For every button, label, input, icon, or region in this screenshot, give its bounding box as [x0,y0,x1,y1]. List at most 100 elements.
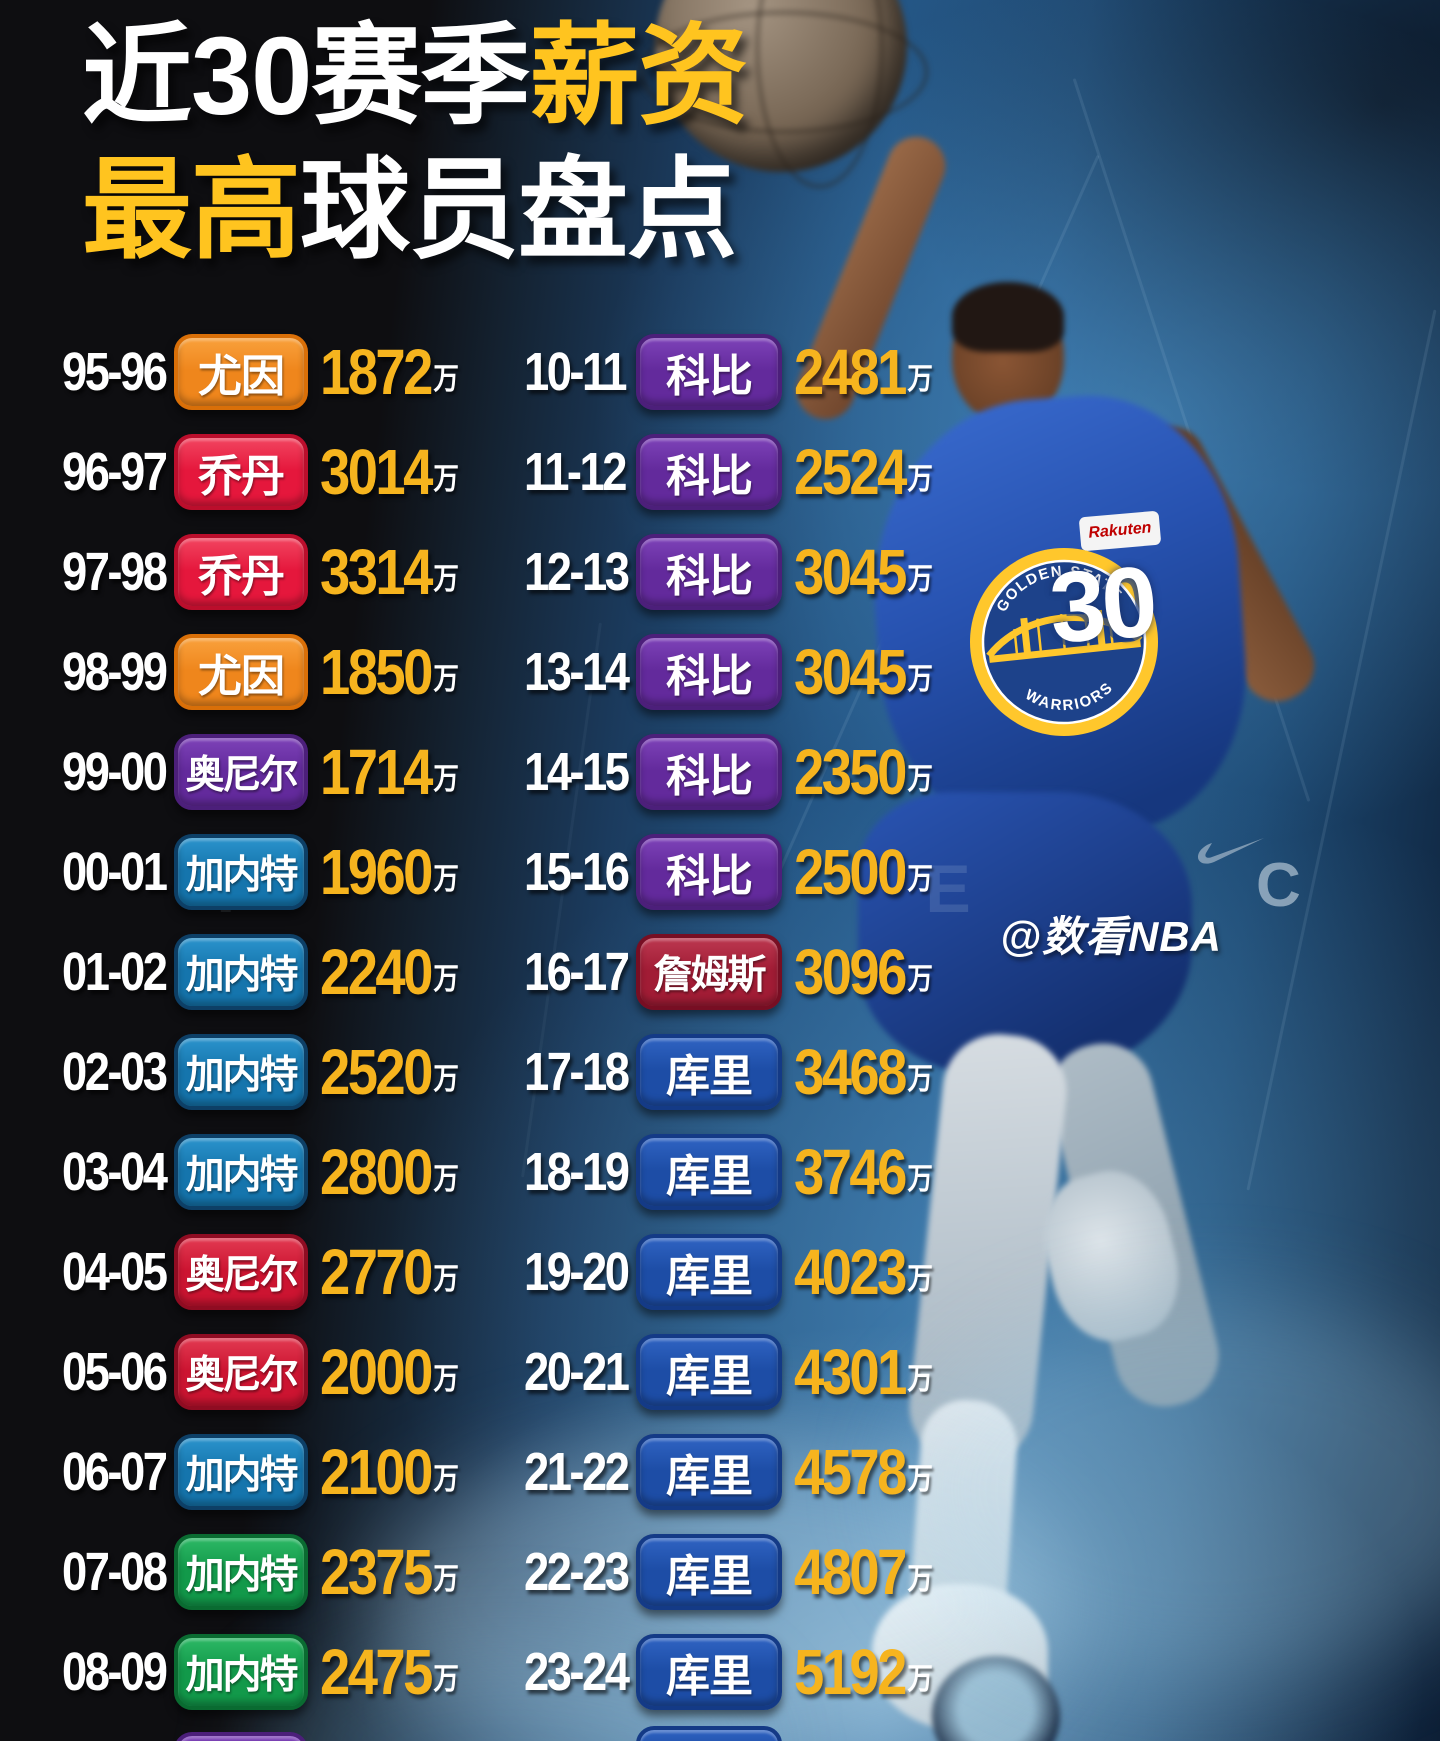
player-name: 科比 [666,652,753,701]
title-text-white: 球员盘点 [300,149,737,272]
player-badge: 科比 [636,634,782,710]
season-label: 14-15 [524,742,630,802]
salary: 3014 万 [320,440,459,504]
salary-row: 03-04 加内特 2800 万 [62,1122,483,1222]
salary: 2240 万 [320,940,459,1004]
season-label: 02-03 [62,1042,168,1102]
salary-unit: 万 [907,1563,933,1596]
player-name: 科比 [666,352,753,401]
salary-unit: 万 [433,1663,459,1696]
player-badge: 奥尼尔 [174,1334,308,1410]
salary-row: 12-13 科比 3045 万 [524,522,957,622]
player-name: 科比 [666,452,753,501]
salary-unit: 万 [907,663,933,696]
salary-row: 98-99 尤因 1850 万 [62,622,483,722]
season-label: 16-17 [524,942,630,1002]
salary-amount: 1714 [320,736,433,808]
season-label: 00-01 [62,842,168,902]
backdrop-letter: C [1256,851,1301,920]
season-label: 11-12 [524,442,627,502]
salary: 1714 万 [320,740,459,804]
player-badge: 乔丹 [174,434,308,510]
player-badge: 奥尼尔 [174,1234,308,1310]
salary: 2475 万 [320,1640,459,1704]
player-name: 加内特 [185,1154,298,1197]
salary-unit: 万 [907,763,933,796]
salary-unit: 万 [907,563,933,596]
player-badge: 尤因 [174,634,308,710]
salary: 2500 万 [794,840,933,904]
player-badge: 詹姆斯 [636,934,782,1010]
salary-row: 02-03 加内特 2520 万 [62,1022,483,1122]
salary-unit: 万 [907,1263,933,1296]
salary: 3746 万 [794,1140,933,1204]
player-name: 乔丹 [198,552,285,601]
salary-unit: 万 [433,763,459,796]
player-name: 加内特 [185,854,298,897]
player-name: 奥尼尔 [185,1254,298,1297]
player-badge: 奥尼尔 [174,734,308,810]
salary: 2800 万 [320,1140,459,1204]
salary: 3314 万 [320,540,459,604]
salary-amount: 2800 [320,1136,433,1208]
season-label: 23-24 [524,1642,630,1702]
watermark: @数看NBA [1000,913,1222,960]
player-name: 乔丹 [198,452,285,501]
season-label: 96-97 [62,442,168,502]
salary-amount: 3468 [794,1036,907,1108]
player-name: 加内特 [185,1054,298,1097]
salary: 1960 万 [320,840,459,904]
page-title: 近30赛季薪资 最高球员盘点 [82,10,748,278]
player-name: 库里 [666,1252,753,1301]
salary-row: 20-21 库里 4301 万 [524,1322,957,1422]
salary: 4578 万 [794,1440,933,1504]
player-badge: 加内特 [174,834,308,910]
salary-unit: 万 [907,1463,933,1496]
salary-row: 23-24 库里 5192 万 [524,1622,957,1722]
salary-amount: 2100 [320,1436,433,1508]
salary: 2481 万 [794,340,933,404]
player-badge: 库里 [636,1234,782,1310]
salary-unit: 万 [433,663,459,696]
player-name: 加内特 [185,1554,298,1597]
salary-row: 14-15 科比 2350 万 [524,722,957,822]
player-name: 库里 [666,1552,753,1601]
salary-row: 00-01 加内特 1960 万 [62,822,483,922]
title-text-yellow: 薪资 [529,15,748,138]
salary-amount: 4578 [794,1436,907,1508]
salary-amount: 5192 [794,1636,907,1708]
salary-unit: 万 [433,1163,459,1196]
season-label: 18-19 [524,1142,630,1202]
season-label: 01-02 [62,942,168,1002]
left-column: 95-96 尤因 1872 万 96-97 乔丹 3014 万 97-98 乔丹… [62,322,483,1722]
player-name: 加内特 [185,954,298,997]
season-label: 12-13 [524,542,630,602]
salary-row: 05-06 奥尼尔 2000 万 [62,1322,483,1422]
title-text-white: 近30赛季 [82,15,530,138]
salary-amount: 1960 [320,836,433,908]
salary: 2000 万 [320,1340,459,1404]
player-name: 加内特 [185,1454,298,1497]
salary-amount: 4023 [794,1236,907,1308]
salary: 5192 万 [794,1640,933,1704]
season-label: 17-18 [524,1042,630,1102]
salary-amount: 2481 [794,336,907,408]
season-label: 22-23 [524,1542,630,1602]
salary: 2100 万 [320,1440,459,1504]
salary-amount: 2375 [320,1536,433,1608]
salary-unit: 万 [433,1563,459,1596]
salary-unit: 万 [907,463,933,496]
season-label: 19-20 [524,1242,630,1302]
salary-amount: 2500 [794,836,907,908]
player-badge: 加内特 [174,1434,308,1510]
salary-row: 21-22 库里 4578 万 [524,1422,957,1522]
salary-amount: 1850 [320,636,433,708]
salary-row: 99-00 奥尼尔 1714 万 [62,722,483,822]
season-label: 13-14 [524,642,630,702]
salary-unit: 万 [433,1063,459,1096]
salary-amount: 2520 [320,1036,433,1108]
salary-amount: 2000 [320,1336,433,1408]
title-line-2: 最高球员盘点 [82,144,747,278]
player-name: 库里 [666,1452,753,1501]
